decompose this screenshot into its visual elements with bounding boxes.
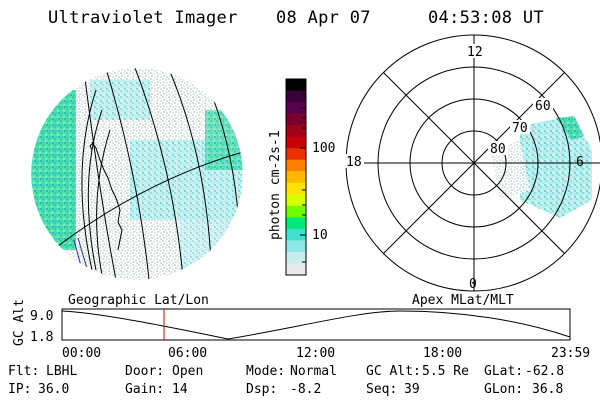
glon-value: 36.8 (532, 382, 564, 397)
colorbar-segment (286, 136, 306, 149)
colorbar-tick-10: 10 (312, 228, 328, 243)
colorbar-segment (286, 251, 306, 264)
mlt-label-6: 6 (576, 155, 584, 170)
geographic-disk-edge (30, 67, 244, 281)
timeline-xtick-0600: 06:00 (168, 346, 207, 361)
label-bg-18 (344, 154, 364, 168)
timeline-y-label: GC Alt (12, 299, 27, 346)
gcalt-value: 5.5 Re (422, 364, 469, 379)
colorbar-segment (286, 194, 306, 207)
mlat-label-70: 70 (512, 121, 528, 136)
seq-value: 39 (404, 382, 420, 397)
label-bg-80 (488, 141, 508, 155)
colorbar-segment (286, 205, 306, 218)
door-value: Open (172, 364, 204, 379)
mode-value: Normal (290, 364, 337, 379)
gcalt-label: GC Alt: (366, 364, 421, 379)
glat-label: GLat: (484, 364, 524, 379)
ip-value: 36.0 (38, 382, 70, 397)
colorbar-segment (286, 90, 306, 103)
geographic-caption: Geographic Lat/Lon (68, 293, 209, 308)
mode-label: Mode: (246, 364, 286, 379)
colorbar-segment (286, 263, 306, 276)
apex-caption: Apex MLat/MLT (412, 293, 514, 308)
dsp-value: -8.2 (290, 382, 322, 397)
timeline-xtick-2359: 23:59 (551, 346, 590, 361)
timeline-xtick-1800: 18:00 (423, 346, 462, 361)
timeline-xtick-0000: 00:00 (62, 346, 101, 361)
colorbar-segment (286, 228, 306, 241)
filter-value: LBHL (46, 364, 78, 379)
label-bg-70 (510, 120, 530, 134)
timeline-ytick-high: 9.0 (30, 309, 53, 324)
colorbar-tick-100: 100 (312, 141, 335, 156)
timeline-ytick-low: 1.8 (30, 330, 53, 345)
colorbar-segment (286, 182, 306, 195)
colorbar-segment (286, 159, 306, 172)
glon-label: GLon: (484, 382, 524, 397)
timeline-xtick-1200: 12:00 (296, 346, 335, 361)
colorbar-segment (286, 240, 306, 253)
colorbar-frame (285, 78, 307, 276)
mlt-label-12: 12 (467, 45, 483, 60)
colorbar-segment (286, 171, 306, 184)
ip-label: IP: (8, 382, 32, 397)
polar-grid (345, 34, 600, 292)
gain-value: 14 (172, 382, 188, 397)
colorbar (286, 79, 306, 276)
mlat-label-80: 80 (490, 142, 506, 157)
colorbar-segment (286, 125, 306, 138)
filter-label: Flt: (8, 364, 40, 379)
colorbar-segment (286, 113, 306, 126)
geographic-image (31, 68, 243, 280)
colorbar-segment (286, 217, 306, 230)
mlt-label-0: 0 (469, 277, 477, 292)
label-bg-60 (533, 98, 553, 112)
colorbar-unit-label: photon cm-2s-1 (268, 130, 283, 240)
colorbar-segment (286, 79, 306, 92)
gain-label: Gain: (125, 382, 165, 397)
observation-date: 08 Apr 07 (276, 8, 371, 28)
glat-value: -62.8 (525, 364, 565, 379)
label-bg-12 (465, 44, 483, 58)
colorbar-segment (286, 102, 306, 115)
dsp-label: Dsp: (246, 382, 278, 397)
door-label: Door: (125, 364, 165, 379)
mlt-label-18: 18 (346, 155, 362, 170)
colorbar-segment (286, 148, 306, 161)
seq-label: Seq: (366, 382, 398, 397)
mlat-label-60: 60 (535, 99, 551, 114)
altitude-curve (61, 310, 571, 340)
colorbar-ticks (300, 93, 306, 263)
observation-time: 04:53:08 UT (428, 8, 544, 28)
instrument-title: Ultraviolet Imager (48, 8, 238, 28)
timeline-frame (61, 308, 571, 341)
